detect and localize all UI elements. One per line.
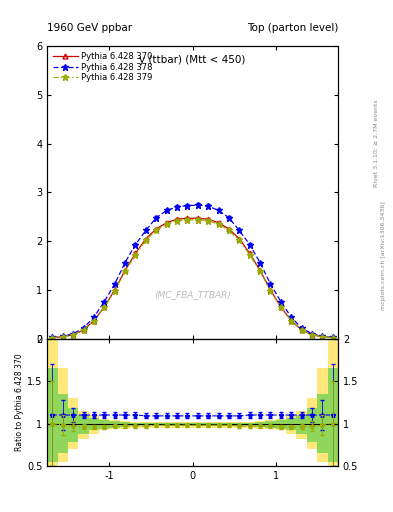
Bar — [162, 422, 172, 428]
Bar — [296, 415, 307, 434]
Bar — [68, 408, 78, 442]
Bar — [47, 368, 57, 462]
Bar — [328, 339, 338, 466]
Bar — [193, 422, 203, 428]
Bar — [151, 423, 162, 426]
Bar — [78, 411, 89, 439]
Bar — [110, 420, 120, 430]
Bar — [99, 420, 110, 429]
Bar — [224, 422, 234, 428]
Bar — [193, 423, 203, 426]
Text: (MC_FBA_TTBAR): (MC_FBA_TTBAR) — [154, 290, 231, 300]
Bar — [265, 420, 275, 430]
Bar — [286, 418, 296, 430]
Bar — [57, 394, 68, 453]
Bar — [162, 423, 172, 426]
Bar — [172, 423, 182, 426]
Bar — [182, 423, 193, 426]
Bar — [244, 423, 255, 426]
Bar — [265, 421, 275, 428]
Bar — [47, 339, 57, 466]
Bar — [255, 422, 265, 427]
Bar — [275, 420, 286, 429]
Y-axis label: Ratio to Pythia 6.428 370: Ratio to Pythia 6.428 370 — [15, 353, 24, 451]
Bar — [89, 415, 99, 434]
Bar — [307, 398, 317, 449]
Bar — [78, 415, 89, 434]
Bar — [275, 419, 286, 430]
Bar — [234, 423, 244, 426]
Bar — [317, 394, 328, 453]
Bar — [68, 398, 78, 449]
Bar — [141, 422, 151, 428]
Bar — [99, 419, 110, 430]
Bar — [182, 422, 193, 428]
Bar — [234, 422, 244, 428]
Text: 1960 GeV ppbar: 1960 GeV ppbar — [47, 23, 132, 33]
Bar — [286, 415, 296, 434]
Bar — [328, 368, 338, 462]
Bar — [213, 423, 224, 426]
Bar — [203, 422, 213, 428]
Bar — [203, 423, 213, 426]
Bar — [151, 422, 162, 428]
Bar — [172, 422, 182, 428]
Bar — [255, 421, 265, 429]
Bar — [224, 423, 234, 426]
Text: Rivet 3.1.10; ≥ 2.7M events: Rivet 3.1.10; ≥ 2.7M events — [374, 99, 379, 187]
Text: Top (parton level): Top (parton level) — [246, 23, 338, 33]
Bar — [317, 368, 328, 462]
Bar — [110, 421, 120, 428]
Bar — [57, 368, 68, 462]
Text: y (ttbar) (Mtt < 450): y (ttbar) (Mtt < 450) — [140, 55, 246, 65]
Bar — [141, 423, 151, 426]
Bar — [213, 422, 224, 428]
Bar — [120, 421, 130, 429]
Bar — [130, 422, 141, 428]
Bar — [296, 411, 307, 439]
Bar — [120, 422, 130, 427]
Bar — [307, 408, 317, 442]
Legend: Pythia 6.428 370, Pythia 6.428 378, Pythia 6.428 379: Pythia 6.428 370, Pythia 6.428 378, Pyth… — [51, 50, 154, 84]
Text: mcplots.cern.ch [arXiv:1306.3436]: mcplots.cern.ch [arXiv:1306.3436] — [381, 202, 386, 310]
Bar — [130, 423, 141, 426]
Bar — [244, 422, 255, 428]
Bar — [89, 418, 99, 430]
